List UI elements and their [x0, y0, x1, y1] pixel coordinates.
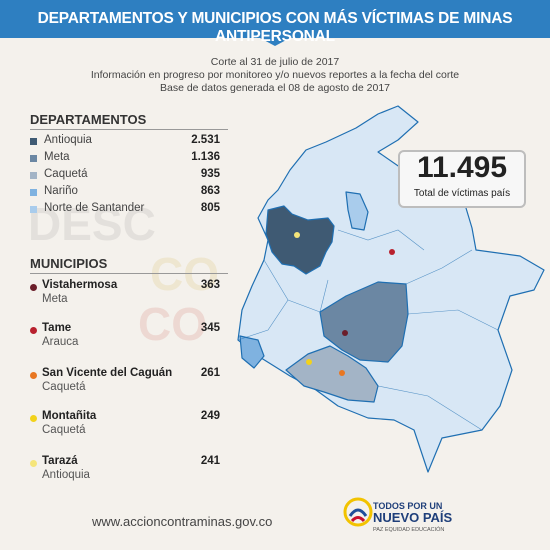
department-row: Norte de Santander 805 [30, 202, 220, 218]
region-narino [239, 335, 265, 369]
marker-montanita [306, 359, 312, 365]
municipality-item: Vistahermosa Meta 363 [30, 279, 220, 315]
department-row: Meta 1.136 [30, 151, 220, 167]
total-victims-value: 11.495 [416, 151, 508, 184]
logo-line-3: PAZ EQUIDAD EDUCACIÓN [373, 527, 445, 533]
total-victims-label: Total de víctimas país [413, 188, 511, 199]
header-banner [0, 0, 550, 46]
todos-por-un-nuevo-pais-logo [343, 497, 373, 527]
legend-swatch [30, 189, 37, 196]
department-value: 935 [200, 168, 220, 180]
municipality-value: 261 [200, 367, 220, 379]
municipality-name: Vistahermosa [42, 279, 118, 291]
legend-swatch [30, 155, 37, 162]
page-title: DEPARTAMENTOS Y MUNICIPIOS CON MÁS VÍCTI… [37, 10, 513, 45]
note-database: Base de datos generada el 08 de agosto d… [159, 82, 391, 94]
region-meta [319, 281, 409, 363]
legend-swatch [30, 172, 37, 179]
municipality-department: Antioquia [42, 469, 90, 481]
marker-dot [30, 415, 37, 422]
note-cutoff: Corte al 31 de julio de 2017 [210, 56, 340, 68]
department-value: 1.136 [191, 151, 220, 163]
department-name: Antioquia [44, 134, 92, 146]
report-notes: Corte al 31 de julio de 2017 Información… [0, 56, 550, 95]
department-name: Nariño [44, 185, 78, 197]
municipalities-title: MUNICIPIOS [30, 256, 108, 271]
marker-dot [30, 372, 37, 379]
municipality-department: Meta [42, 293, 68, 305]
legend-swatch [30, 206, 37, 213]
logo-line-1: TODOS POR UN [373, 501, 443, 511]
logo-line-2: NUEVO PAÍS [373, 510, 453, 525]
marker-dot [30, 460, 37, 467]
department-value: 2.531 [191, 134, 220, 146]
marker-taraza [294, 232, 300, 238]
department-name: Meta [44, 151, 70, 163]
divider [30, 129, 228, 130]
svg-text:CO: CO [138, 298, 207, 350]
municipality-value: 241 [200, 455, 220, 467]
marker-dot [30, 284, 37, 291]
total-box [398, 150, 526, 208]
department-name: Caquetá [44, 168, 88, 180]
marker-vistahermosa [342, 330, 348, 336]
svg-text:DESC: DESC [28, 198, 156, 250]
municipality-value: 363 [200, 279, 220, 291]
department-value: 805 [200, 202, 220, 214]
department-row: Nariño 863 [30, 185, 220, 201]
department-name: Norte de Santander [44, 202, 145, 214]
svg-text:CO: CO [150, 248, 219, 300]
municipality-item: Tarazá Antioquia 241 [30, 455, 220, 491]
municipality-name: Montañita [42, 410, 97, 422]
marker-tame [389, 249, 395, 255]
marker-dot [30, 327, 37, 334]
municipality-value: 345 [200, 322, 220, 334]
department-row: Caquetá 935 [30, 168, 220, 184]
region-norte-de-santander [345, 191, 369, 231]
municipality-name: San Vicente del Caguán [42, 367, 173, 379]
colombia-map [237, 105, 545, 473]
municipality-name: Tarazá [42, 455, 78, 467]
municipality-item: San Vicente del Caguán Caquetá 261 [30, 367, 220, 403]
region-antioquia [265, 205, 335, 275]
departments-title: DEPARTAMENTOS [30, 112, 147, 127]
divider [30, 273, 228, 274]
municipality-value: 249 [200, 410, 220, 422]
footer-url[interactable]: www.accioncontraminas.gov.co [92, 514, 273, 529]
municipality-item: Montañita Caquetá 249 [30, 410, 220, 446]
municipality-item: Tame Arauca 345 [30, 322, 220, 358]
municipality-department: Caquetá [42, 424, 86, 436]
municipality-department: Caquetá [42, 381, 86, 393]
marker-san-vicente [339, 370, 345, 376]
legend-swatch [30, 138, 37, 145]
note-progress: Información en progreso por monitoreo y/… [90, 69, 460, 81]
department-row: Antioquia 2.531 [30, 134, 220, 150]
department-value: 863 [200, 185, 220, 197]
municipality-department: Arauca [42, 336, 79, 348]
municipality-name: Tame [42, 322, 72, 334]
